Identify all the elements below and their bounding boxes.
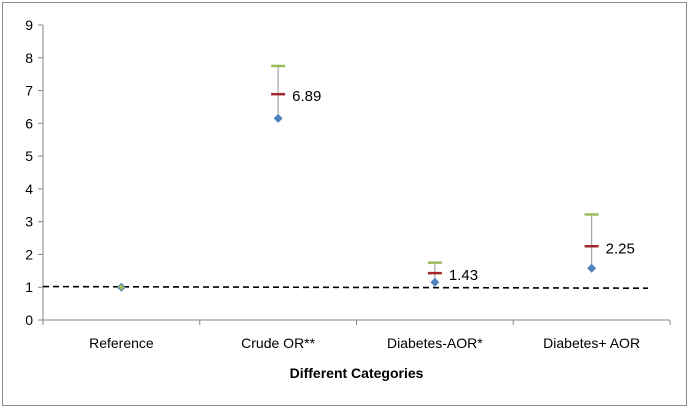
lower-bound-marker <box>430 277 440 287</box>
y-tick-label: 0 <box>25 312 33 328</box>
y-tick-label: 3 <box>25 214 33 230</box>
x-axis-title: Different Categories <box>290 365 424 381</box>
y-tick-label: 2 <box>25 246 33 262</box>
y-tick-label: 6 <box>25 115 33 131</box>
x-tick-label: Diabetes+ AOR <box>543 335 640 351</box>
y-tick-label: 4 <box>25 181 33 197</box>
data-label: 1.43 <box>449 267 478 284</box>
y-axis: 0 1 2 3 4 5 6 7 8 9 <box>25 17 44 328</box>
y-tick-label: 8 <box>25 50 33 66</box>
y-tick-label: 1 <box>25 279 33 295</box>
lower-bound-marker <box>273 113 283 123</box>
lower-bound-marker <box>587 263 597 273</box>
y-tick-label: 5 <box>25 148 33 164</box>
reference-line-segment <box>42 285 649 290</box>
x-axis: Reference Crude OR** Diabetes-AOR* Diabetes… <box>42 319 671 351</box>
x-tick-label: Diabetes-AOR* <box>387 335 483 351</box>
y-tick-label: 7 <box>25 83 33 99</box>
reference-marker <box>118 284 125 291</box>
x-tick-label: Crude OR** <box>241 335 315 351</box>
y-tick-label: 9 <box>25 17 33 33</box>
chart-frame <box>2 2 687 406</box>
reference-line <box>42 285 649 290</box>
data-marks: 6.89 1.43 2.25 <box>116 64 635 292</box>
x-tick-label: Reference <box>89 335 154 351</box>
data-label: 2.25 <box>606 240 635 257</box>
data-label: 6.89 <box>292 88 321 105</box>
